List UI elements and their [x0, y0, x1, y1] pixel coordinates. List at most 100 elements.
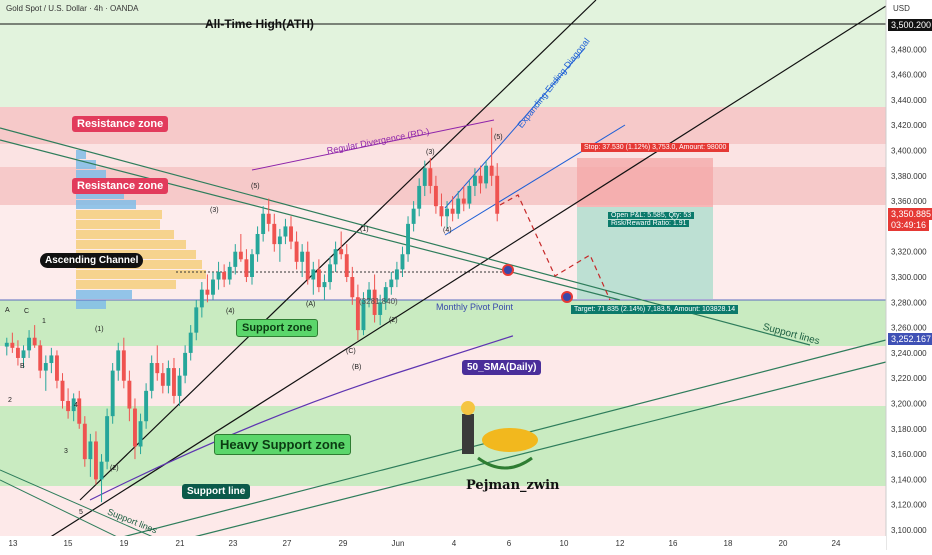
- time-axis: 13 15 19 21 23 27 29 Jun 4 6 10 12 16 18 20 24: [0, 536, 886, 550]
- sma-label: 50_SMA(Daily): [462, 360, 542, 375]
- volume-bar: [76, 280, 176, 289]
- y-tick-label: 3,260.000: [891, 324, 927, 333]
- wave-label: 2: [8, 397, 12, 404]
- diagonal-upper-line: [444, 47, 586, 209]
- candle-body: [328, 264, 332, 283]
- candle-body: [467, 185, 472, 204]
- candle-body: [439, 206, 444, 217]
- candle-body: [489, 165, 494, 176]
- y-tick-label: 3,360.000: [891, 197, 927, 206]
- candles-layer: [4, 127, 500, 503]
- y-tick-label: 3,320.000: [891, 248, 927, 257]
- wave-label: 1: [42, 318, 46, 325]
- wave-label: (1): [95, 326, 104, 333]
- candle-body: [155, 363, 160, 374]
- candle-body: [361, 299, 366, 331]
- y-tick-label: 3,180.000: [891, 425, 927, 434]
- y-tick-label: 3,160.000: [891, 450, 927, 459]
- candle-body: [121, 350, 126, 381]
- pnl-line-2: Risk/Reward Ratio: 1.91: [608, 220, 690, 227]
- wave-label: (B): [352, 364, 361, 371]
- y-tick-label: 3,400.000: [891, 147, 927, 156]
- wave-label: (4): [443, 227, 452, 234]
- candle-body: [289, 226, 293, 242]
- y-tick-label: 3,480.000: [891, 45, 927, 54]
- last-price-tag: 3,350.885: [888, 208, 932, 220]
- candle-body: [194, 307, 199, 333]
- candle-body: [322, 282, 327, 288]
- heavy-support-zone-label: Heavy Support zone: [214, 434, 351, 455]
- resistance-zone-upper-label: Resistance zone: [72, 116, 169, 132]
- y-tick-label: 3,420.000: [891, 121, 927, 130]
- candle-body: [183, 352, 188, 376]
- candle-body: [484, 165, 489, 184]
- candle-body: [272, 223, 277, 245]
- y-tick-label: 3,280.000: [891, 298, 927, 307]
- wave-label: 3: [64, 448, 68, 455]
- left-support-line-1: [0, 469, 161, 541]
- candle-body: [277, 236, 282, 245]
- projected-path: [499, 194, 611, 301]
- x-tick-label: 27: [283, 539, 292, 548]
- x-tick-label: 10: [560, 539, 569, 548]
- x-tick-label: 20: [779, 539, 788, 548]
- candle-body: [227, 266, 232, 280]
- candle-body: [406, 223, 410, 255]
- candle-body: [238, 251, 243, 260]
- support-zone-label: Support zone: [236, 319, 319, 337]
- volume-bar: [76, 240, 186, 249]
- target-marker-1: [502, 264, 514, 276]
- candle-body: [166, 368, 171, 386]
- miner-helmet: [461, 401, 475, 415]
- target-marker-2: [561, 291, 573, 303]
- candle-body: [389, 279, 394, 288]
- x-tick-label: Jun: [392, 539, 405, 548]
- candle-body: [77, 398, 82, 424]
- y-tick-label: 3,440.000: [891, 96, 927, 105]
- divergence-line: [251, 119, 495, 171]
- candle-body: [433, 185, 438, 207]
- candle-body: [422, 168, 427, 186]
- candle-body: [445, 208, 450, 217]
- candle-body: [160, 373, 165, 386]
- candle-body: [283, 226, 288, 237]
- author-label: Pejman_zwin: [466, 478, 560, 493]
- candle-body: [4, 342, 9, 347]
- ath-price-tag: 3,500.200: [888, 19, 932, 31]
- candle-body: [138, 421, 143, 447]
- candle-body: [211, 279, 215, 295]
- candle-body: [244, 259, 249, 277]
- candle-body: [99, 461, 104, 480]
- volume-bar: [76, 190, 124, 199]
- y-tick-label: 3,200.000: [891, 400, 927, 409]
- volume-bar: [76, 290, 132, 299]
- resistance-zone-lower-label: Resistance zone: [72, 178, 169, 194]
- ascending-channel-label: Ascending Channel: [40, 253, 144, 268]
- y-tick-label: 3,300.000: [891, 273, 927, 282]
- x-tick-label: 21: [176, 539, 185, 548]
- wave-label: A: [5, 307, 10, 314]
- candle-body: [149, 363, 154, 391]
- candle-body: [294, 241, 299, 262]
- x-tick-label: 19: [120, 539, 129, 548]
- target-info-box: Target: 71.835 (2.14%) 7,183.5, Amount: …: [571, 305, 739, 314]
- candle-body: [21, 350, 26, 358]
- wave-label: (C): [346, 348, 356, 355]
- wave-label: (5): [251, 183, 260, 190]
- candle-body: [372, 289, 377, 315]
- support-zone-band: [0, 300, 886, 346]
- volume-bar: [76, 220, 160, 229]
- candle-body: [367, 289, 371, 300]
- candle-body: [300, 251, 305, 262]
- candle-body: [400, 254, 405, 270]
- x-tick-label: 15: [64, 539, 73, 548]
- time-axis-bg: [0, 536, 886, 550]
- y-tick-label: 3,120.000: [891, 501, 927, 510]
- wave-label: (3): [210, 207, 219, 214]
- y-tick-label: 3,240.000: [891, 349, 927, 358]
- candle-body: [133, 408, 137, 447]
- candle-body: [88, 441, 93, 460]
- wave-label: (2): [110, 465, 119, 472]
- y-tick-label: 3,460.000: [891, 71, 927, 80]
- candle-body: [216, 271, 221, 280]
